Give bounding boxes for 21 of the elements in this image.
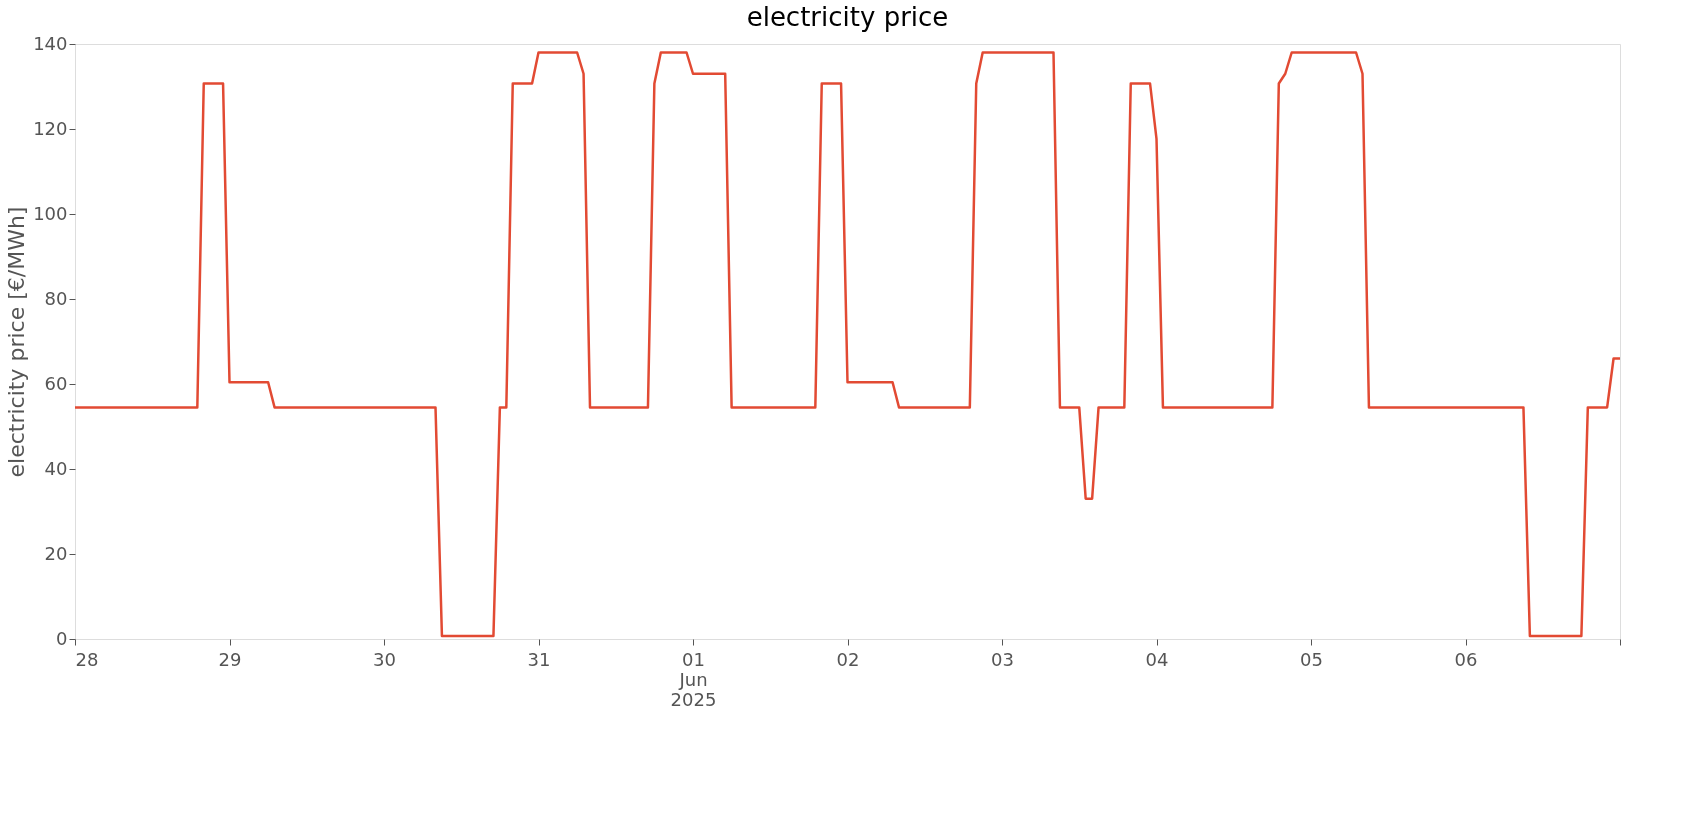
chart-title: electricity price <box>746 2 949 32</box>
y-tick-label: 0 <box>56 627 68 649</box>
x-tick-label: 31 <box>527 648 551 670</box>
x-tick-label: 28 <box>75 648 99 670</box>
y-axis-title: electricity price [€/MWh] <box>4 206 30 478</box>
x-tick-label: 30 <box>373 648 396 670</box>
y-tick-label: 120 <box>33 117 68 139</box>
line-series <box>73 51 1622 638</box>
x-tick-label: 02 <box>836 648 860 670</box>
x-tick-label: 01 Jun 2025 <box>670 648 717 710</box>
y-tick-label: 40 <box>44 457 68 479</box>
y-tick-label: 100 <box>33 202 68 224</box>
y-tick-label: 80 <box>44 287 68 309</box>
x-tick-label: 05 <box>1300 648 1323 670</box>
x-tick-label: 06 <box>1454 648 1478 670</box>
x-tick-label: 03 <box>991 648 1014 670</box>
y-tick-label: 20 <box>44 542 68 564</box>
y-tick-label: 60 <box>44 372 68 394</box>
y-tick-label: 140 <box>33 32 68 54</box>
x-tick-label: 04 <box>1145 648 1169 670</box>
x-tick-label: 29 <box>218 648 242 670</box>
